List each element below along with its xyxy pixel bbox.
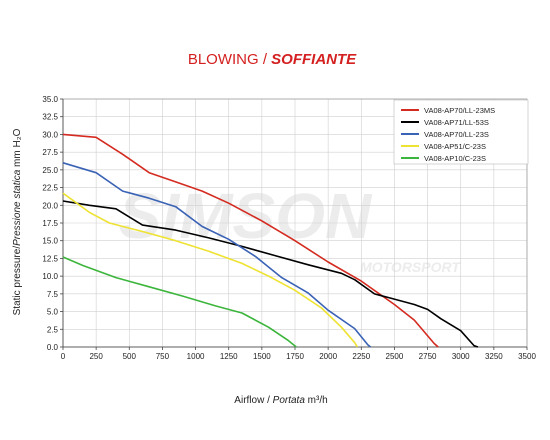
x-axis-label: Airflow / Portata m³/h: [234, 395, 327, 406]
y-axis-ticks: 0.0 2.5 5.0 7.5 10.0 12.5 15.0 17.5 20.0 22.5 25.0…: [42, 95, 63, 352]
y-tick-label: 32.5: [42, 113, 58, 122]
y-tick-label: 17.5: [42, 219, 58, 228]
y-tick-label: 30.0: [42, 130, 58, 139]
series-line-5: [62, 256, 297, 348]
series-lines: [62, 133, 479, 348]
y-axis-label-sep: /: [12, 246, 23, 249]
y-tick-label: 5.0: [47, 308, 59, 317]
chart-title-italic: SOFFIANTE: [271, 51, 357, 68]
series-line-3: [62, 162, 372, 348]
watermark-logo: SIMSON: [119, 180, 373, 252]
watermark: SIMSON MOTORSPORT: [119, 180, 462, 275]
x-tick-label: 2750: [419, 352, 437, 361]
legend-label-3: VA08-AP70/LL-23S: [424, 130, 489, 139]
x-axis-label-sep: /: [264, 395, 272, 406]
chart-title-main: BLOWING /: [188, 51, 271, 68]
x-tick-label: 750: [156, 352, 170, 361]
x-tick-label: 3000: [452, 352, 470, 361]
legend-label-5: VA08-AP10/C-23S: [424, 154, 486, 163]
x-axis-ticks: 0 250 500 750 1000 1250 1500 1750 2000 2250 2500 27…: [61, 347, 536, 361]
y-tick-label: 27.5: [42, 148, 58, 157]
x-tick-label: 3250: [485, 352, 503, 361]
y-axis-label-en: Static pressure: [12, 248, 23, 315]
legend-label-4: VA08-AP51/C-23S: [424, 142, 486, 151]
y-axis-label-unit: mm H₂O: [12, 128, 23, 169]
y-tick-label: 20.0: [42, 201, 58, 210]
y-axis-label-it: Pressione statica: [12, 169, 23, 246]
legend: VA08-AP70/LL-23MS VA08-AP71/LL-53S VA08-AP…: [393, 99, 529, 165]
x-tick-label: 1750: [286, 352, 304, 361]
x-tick-label: 0: [61, 352, 66, 361]
watermark-tagline: MOTORSPORT: [360, 259, 461, 275]
y-tick-label: 25.0: [42, 166, 58, 175]
y-tick-label: 0.0: [47, 343, 59, 352]
series-line-2: [62, 200, 479, 348]
y-tick-label: 35.0: [42, 95, 58, 104]
x-tick-label: 1250: [220, 352, 238, 361]
y-tick-label: 7.5: [47, 290, 59, 299]
y-tick-label: 15.0: [42, 237, 58, 246]
y-tick-label: 22.5: [42, 184, 58, 193]
legend-label-2: VA08-AP71/LL-53S: [424, 118, 489, 127]
x-axis-label-en: Airflow: [234, 395, 265, 406]
y-axis-label: Static pressure/Pressione statica mm H₂O: [12, 128, 23, 315]
x-tick-label: 2000: [319, 352, 337, 361]
series-line-4: [62, 192, 358, 348]
x-tick-label: 500: [123, 352, 137, 361]
x-tick-label: 250: [89, 352, 103, 361]
x-tick-label: 1000: [187, 352, 205, 361]
x-tick-label: 1500: [253, 352, 271, 361]
y-tick-label: 2.5: [47, 325, 59, 334]
x-axis-label-it: Portata: [273, 395, 306, 406]
y-tick-label: 12.5: [42, 254, 58, 263]
x-tick-label: 2500: [386, 352, 404, 361]
y-tick-label: 10.0: [42, 272, 58, 281]
x-tick-label: 3500: [518, 352, 536, 361]
x-axis-label-unit: m³/h: [305, 395, 328, 406]
chart-title: BLOWING / SOFFIANTE: [188, 51, 357, 68]
x-tick-label: 2250: [352, 352, 370, 361]
legend-label-1: VA08-AP70/LL-23MS: [424, 106, 495, 115]
series-line-1: [62, 133, 439, 348]
